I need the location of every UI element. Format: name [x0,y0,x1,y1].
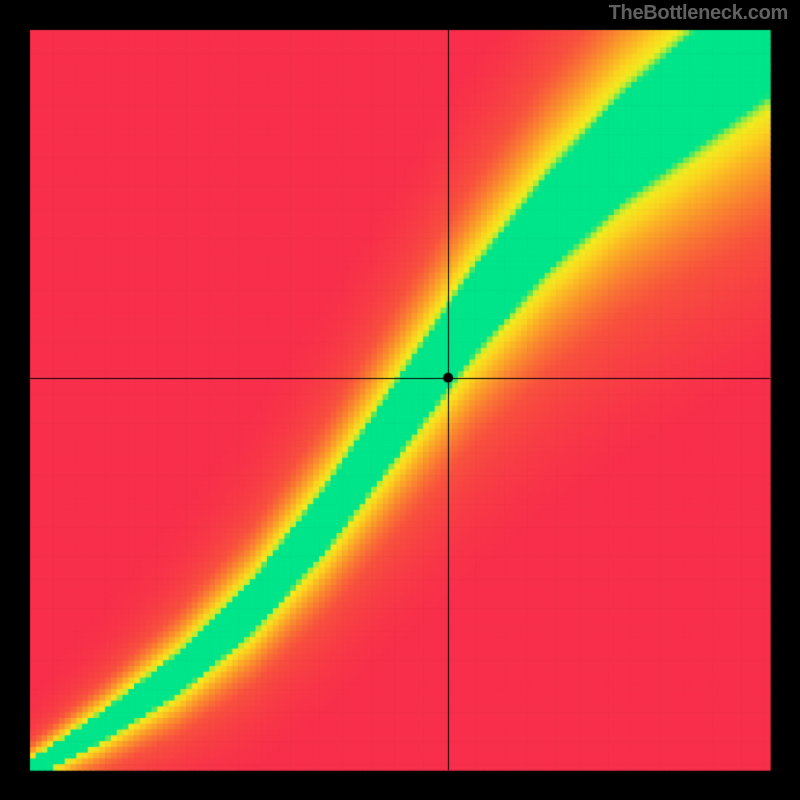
watermark-label: TheBottleneck.com [609,2,788,25]
chart-container: TheBottleneck.com [0,0,800,800]
heatmap-canvas [0,0,800,800]
